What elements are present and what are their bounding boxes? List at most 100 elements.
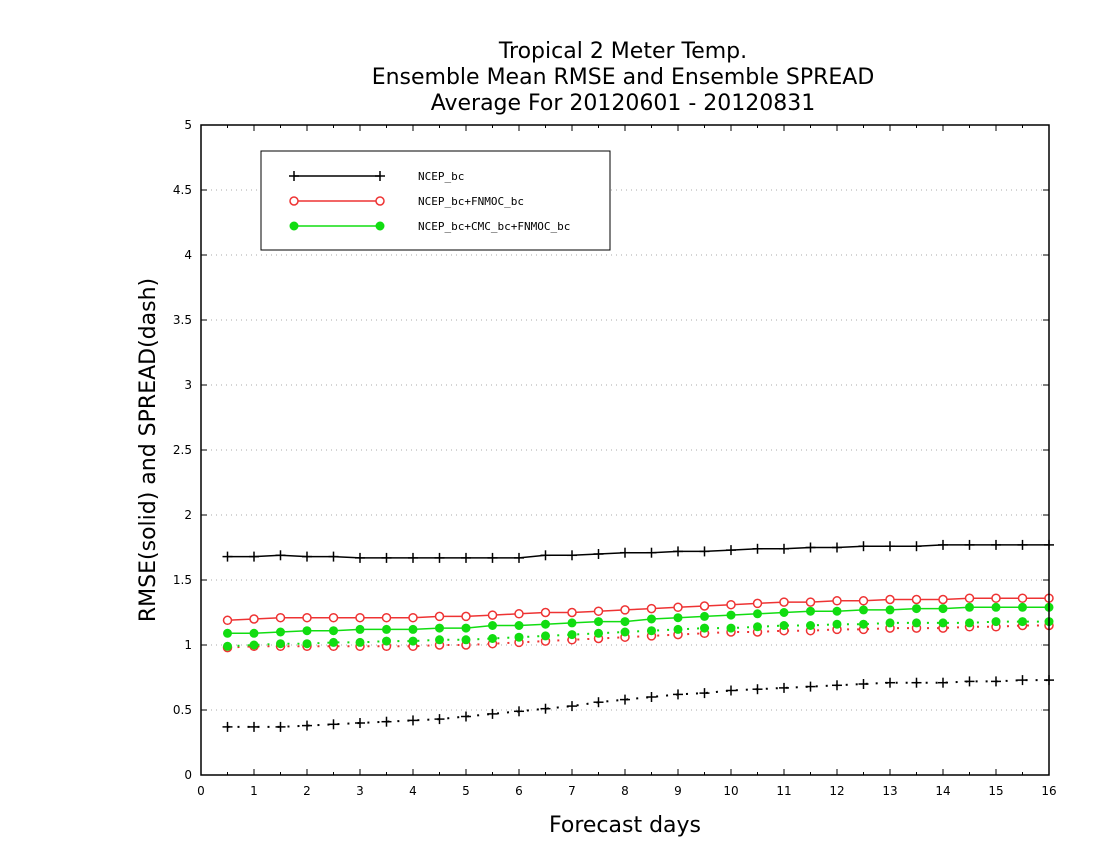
- chart-title: Tropical 2 Meter Temp. Ensemble Mean RMS…: [372, 39, 875, 116]
- x-tick-label: 3: [356, 784, 364, 798]
- point-spread-ncep-bc: [726, 685, 736, 696]
- point-rmse-ncep-bc-cmc-bc-fnmoc-bc: [912, 604, 921, 614]
- point-rmse-ncep-bc-fnmoc-bc: [911, 594, 922, 605]
- point-spread-ncep-bc: [434, 714, 445, 725]
- point-spread-ncep-bc-cmc-bc-fnmoc-bc: [1018, 617, 1027, 627]
- point-rmse-ncep-bc-cmc-bc-fnmoc-bc: [329, 626, 338, 636]
- point-spread-ncep-bc: [646, 692, 657, 702]
- x-axis-label: Forecast days: [549, 813, 701, 838]
- point-spread-ncep-bc: [487, 708, 498, 719]
- point-rmse-ncep-bc-fnmoc-bc: [991, 593, 1001, 603]
- point-rmse-ncep-bc-fnmoc-bc: [805, 597, 816, 607]
- point-rmse-ncep-bc-cmc-bc-fnmoc-bc: [753, 609, 762, 619]
- x-tick-label: 10: [723, 784, 738, 798]
- point-spread-ncep-bc-cmc-bc-fnmoc-bc: [514, 632, 524, 642]
- point-spread-ncep-bc: [911, 677, 922, 688]
- point-rmse-ncep-bc-cmc-bc-fnmoc-bc: [1018, 602, 1027, 612]
- legend-label-ncep-bc-fnmoc-bc: NCEP_bc+FNMOC_bc: [418, 195, 524, 208]
- point-rmse-ncep-bc: [699, 546, 710, 557]
- point-rmse-ncep-bc: [434, 552, 445, 563]
- x-tick-label: 5: [462, 784, 470, 798]
- point-rmse-ncep-bc: [752, 543, 763, 554]
- axis-ticks: 0 1 2 3 4 5 6 7 8 9 10 11 12 13 14 15 1600.511.522.533.5…: [173, 118, 1057, 798]
- point-rmse-ncep-bc: [514, 552, 524, 563]
- point-spread-ncep-bc: [567, 701, 577, 712]
- point-spread-ncep-bc-cmc-bc-fnmoc-bc: [620, 627, 630, 637]
- point-rmse-ncep-bc-cmc-bc-fnmoc-bc: [700, 611, 709, 621]
- x-tick-label: 12: [829, 784, 844, 798]
- legend-marker-ncep-bc-fnmoc-bc: [375, 196, 385, 206]
- y-tick-label: 2: [184, 508, 192, 522]
- point-rmse-ncep-bc-cmc-bc-fnmoc-bc: [541, 619, 550, 629]
- point-rmse-ncep-bc: [832, 542, 842, 553]
- point-rmse-ncep-bc: [726, 545, 736, 556]
- point-spread-ncep-bc-cmc-bc-fnmoc-bc: [594, 628, 603, 638]
- point-spread-ncep-bc-cmc-bc-fnmoc-bc: [673, 624, 683, 634]
- legend-marker-ncep-bc-fnmoc-bc: [289, 196, 299, 206]
- legend-marker-ncep-bc: [289, 171, 299, 181]
- point-spread-ncep-bc-cmc-bc-fnmoc-bc: [726, 623, 736, 633]
- point-spread-ncep-bc: [699, 688, 710, 699]
- point-rmse-ncep-bc-fnmoc-bc: [461, 611, 471, 622]
- point-rmse-ncep-bc: [620, 547, 630, 558]
- point-rmse-ncep-bc-cmc-bc-fnmoc-bc: [647, 614, 656, 624]
- point-spread-ncep-bc: [408, 715, 418, 726]
- point-rmse-ncep-bc-cmc-bc-fnmoc-bc: [435, 623, 444, 633]
- point-rmse-ncep-bc-cmc-bc-fnmoc-bc: [382, 624, 391, 634]
- point-rmse-ncep-bc: [302, 551, 312, 562]
- point-spread-ncep-bc: [249, 721, 259, 732]
- y-tick-label: 3: [184, 378, 192, 392]
- point-spread-ncep-bc: [885, 677, 895, 688]
- x-tick-label: 2: [303, 784, 311, 798]
- point-rmse-ncep-bc-fnmoc-bc: [514, 609, 524, 619]
- point-rmse-ncep-bc-cmc-bc-fnmoc-bc: [514, 621, 524, 630]
- x-tick-label: 6: [515, 784, 523, 798]
- x-tick-label: 16: [1041, 784, 1056, 798]
- point-rmse-ncep-bc: [1017, 539, 1028, 550]
- point-rmse-ncep-bc: [938, 539, 948, 550]
- point-spread-ncep-bc: [355, 718, 365, 728]
- point-rmse-ncep-bc-cmc-bc-fnmoc-bc: [991, 602, 1001, 612]
- point-spread-ncep-bc-cmc-bc-fnmoc-bc: [912, 618, 921, 628]
- point-spread-ncep-bc: [673, 689, 683, 700]
- point-rmse-ncep-bc-fnmoc-bc: [779, 597, 789, 607]
- point-rmse-ncep-bc-cmc-bc-fnmoc-bc: [302, 626, 312, 636]
- legend: NCEP_bc NCEP_bc+FNMOC_bc NCEP_bc+CMC_bc+FN…: [260, 150, 611, 251]
- point-rmse-ncep-bc-fnmoc-bc: [938, 594, 948, 605]
- point-rmse-ncep-bc-fnmoc-bc: [1017, 593, 1028, 603]
- point-spread-ncep-bc-cmc-bc-fnmoc-bc: [647, 626, 656, 636]
- point-rmse-ncep-bc: [593, 549, 604, 559]
- point-rmse-ncep-bc-fnmoc-bc: [355, 612, 365, 623]
- point-spread-ncep-bc-cmc-bc-fnmoc-bc: [276, 639, 285, 649]
- point-spread-ncep-bc-cmc-bc-fnmoc-bc: [779, 621, 789, 630]
- point-rmse-ncep-bc: [779, 543, 789, 554]
- point-spread-ncep-bc: [381, 716, 392, 727]
- point-spread-ncep-bc: [593, 697, 604, 708]
- x-tick-label: 15: [988, 784, 1003, 798]
- point-spread-ncep-bc-cmc-bc-fnmoc-bc: [806, 621, 815, 630]
- point-spread-ncep-bc-cmc-bc-fnmoc-bc: [408, 636, 418, 646]
- point-rmse-ncep-bc: [461, 552, 471, 563]
- y-tick-label: 4: [184, 248, 192, 262]
- point-rmse-ncep-bc-cmc-bc-fnmoc-bc: [965, 602, 974, 612]
- y-tick-label: 2.5: [173, 443, 192, 457]
- series-line-rmse-ncep-bc: [227, 544, 1049, 559]
- point-rmse-ncep-bc: [885, 541, 895, 552]
- point-rmse-ncep-bc-fnmoc-bc: [752, 598, 763, 609]
- point-rmse-ncep-bc: [408, 552, 418, 563]
- point-rmse-ncep-bc: [673, 546, 683, 557]
- point-rmse-ncep-bc-fnmoc-bc: [249, 614, 259, 624]
- point-rmse-ncep-bc: [328, 551, 339, 562]
- point-spread-ncep-bc: [514, 706, 524, 717]
- point-spread-ncep-bc-cmc-bc-fnmoc-bc: [302, 639, 312, 649]
- x-tick-label: 9: [674, 784, 682, 798]
- point-rmse-ncep-bc-fnmoc-bc: [726, 599, 736, 610]
- point-rmse-ncep-bc-cmc-bc-fnmoc-bc: [223, 628, 232, 638]
- point-spread-ncep-bc-cmc-bc-fnmoc-bc: [885, 618, 895, 628]
- point-spread-ncep-bc: [752, 684, 763, 695]
- point-rmse-ncep-bc: [805, 542, 816, 553]
- point-rmse-ncep-bc-fnmoc-bc: [964, 593, 975, 603]
- point-rmse-ncep-bc-fnmoc-bc: [646, 603, 657, 614]
- point-rmse-ncep-bc-cmc-bc-fnmoc-bc: [276, 627, 285, 637]
